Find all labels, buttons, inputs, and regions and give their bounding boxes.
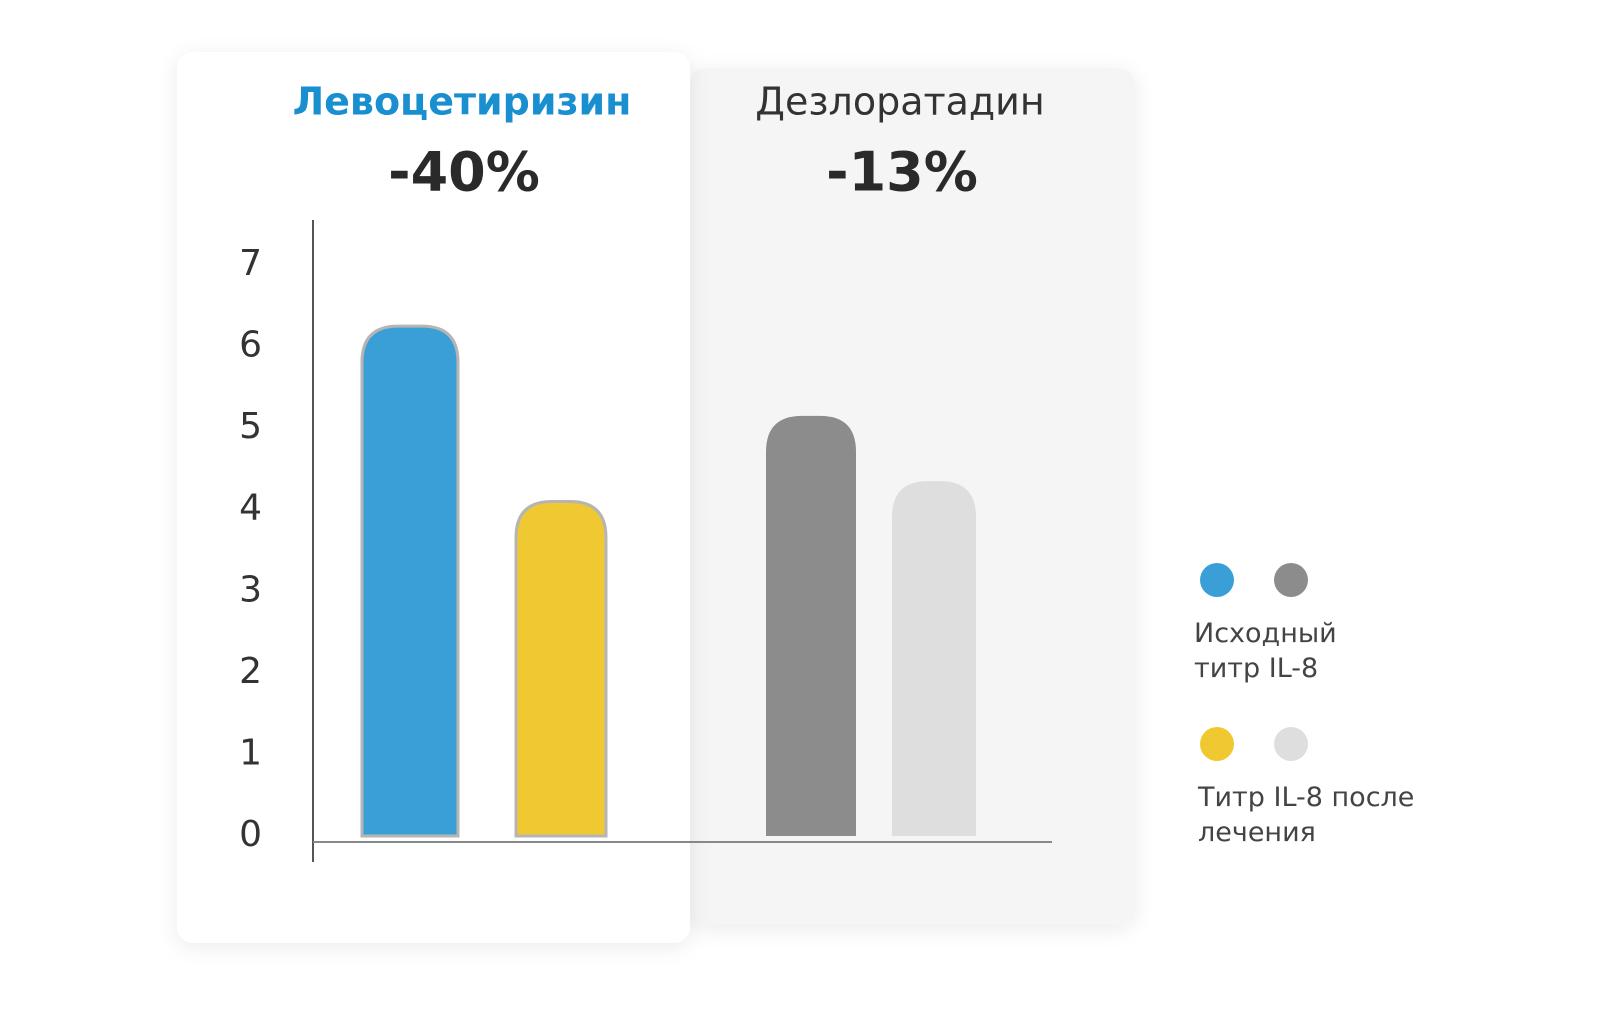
legend-swatch: [1200, 727, 1234, 761]
legend-label: Титр IL-8 после лечения: [1198, 782, 1415, 848]
bar: [766, 415, 856, 836]
y-tick-label: 2: [239, 651, 262, 692]
legend-swatch: [1200, 563, 1234, 597]
group-title: Левоцетиризин: [293, 80, 632, 124]
legend-label: Исходный титр IL-8: [1194, 618, 1337, 684]
y-tick-label: 6: [239, 325, 262, 366]
group-title: Дезлоратадин: [755, 80, 1044, 124]
change-label: -13%: [826, 141, 978, 204]
bar: [360, 324, 460, 838]
bar: [892, 481, 976, 836]
y-tick-label: 7: [239, 243, 262, 284]
legend-swatch: [1274, 727, 1308, 761]
y-tick-label: 4: [239, 488, 262, 529]
bar: [514, 500, 608, 838]
y-tick-label: 1: [239, 732, 262, 773]
legend-swatch: [1274, 563, 1308, 597]
change-label: -40%: [388, 141, 540, 204]
y-tick-label: 0: [239, 814, 262, 855]
y-tick-label: 5: [239, 406, 262, 447]
y-tick-label: 3: [239, 569, 262, 610]
